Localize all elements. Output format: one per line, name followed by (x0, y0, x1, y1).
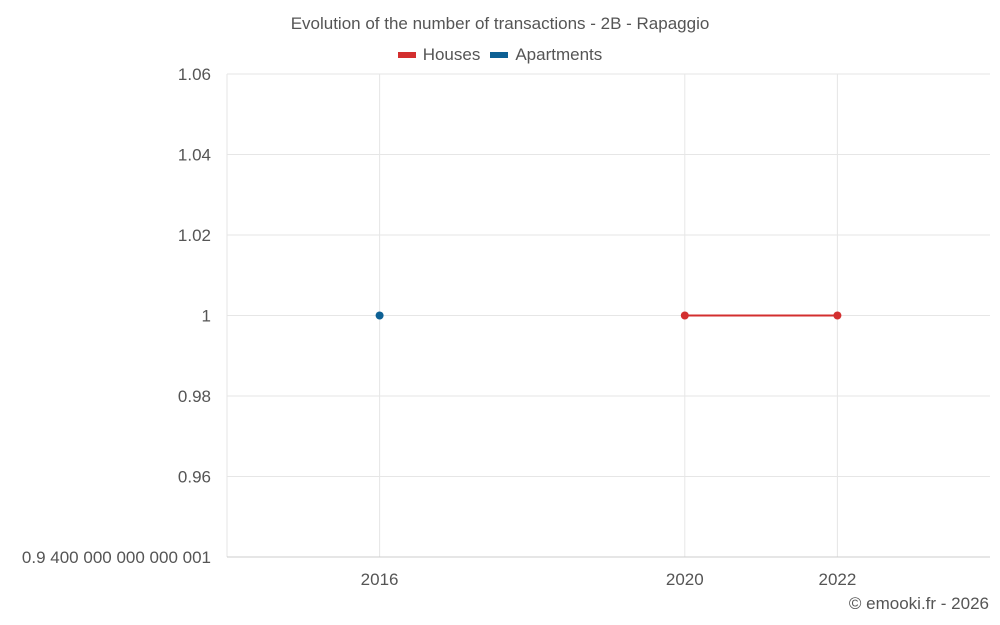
x-tick-label: 2022 (818, 570, 856, 589)
legend-item-houses[interactable]: Houses (397, 45, 481, 65)
y-tick-label: 0.96 (178, 468, 211, 487)
y-tick-label: 1 (202, 307, 211, 326)
x-tick-label: 2016 (361, 570, 399, 589)
legend-swatch-houses (397, 52, 416, 58)
credit-text: © emooki.fr - 2026 (848, 594, 989, 613)
data-point-houses[interactable] (833, 311, 842, 320)
y-tick-label: 1.06 (178, 65, 211, 84)
data-point-houses[interactable] (680, 311, 689, 320)
y-tick-label: 1.02 (178, 226, 211, 245)
chart-title: Evolution of the number of transactions … (290, 14, 710, 33)
y-tick-label: 0.9 400 000 000 000 001 (22, 548, 211, 567)
y-tick-label: 0.98 (178, 387, 211, 406)
legend-label-apartments: Apartments (515, 45, 603, 64)
legend: Houses Apartments (0, 45, 1000, 65)
legend-label-houses: Houses (422, 45, 481, 64)
legend-item-apartments[interactable]: Apartments (490, 45, 602, 65)
x-tick-label: 2020 (666, 570, 704, 589)
y-tick-label: 1.04 (178, 146, 211, 165)
legend-swatch-apartments (490, 52, 509, 58)
data-point-apartments[interactable] (375, 311, 384, 320)
